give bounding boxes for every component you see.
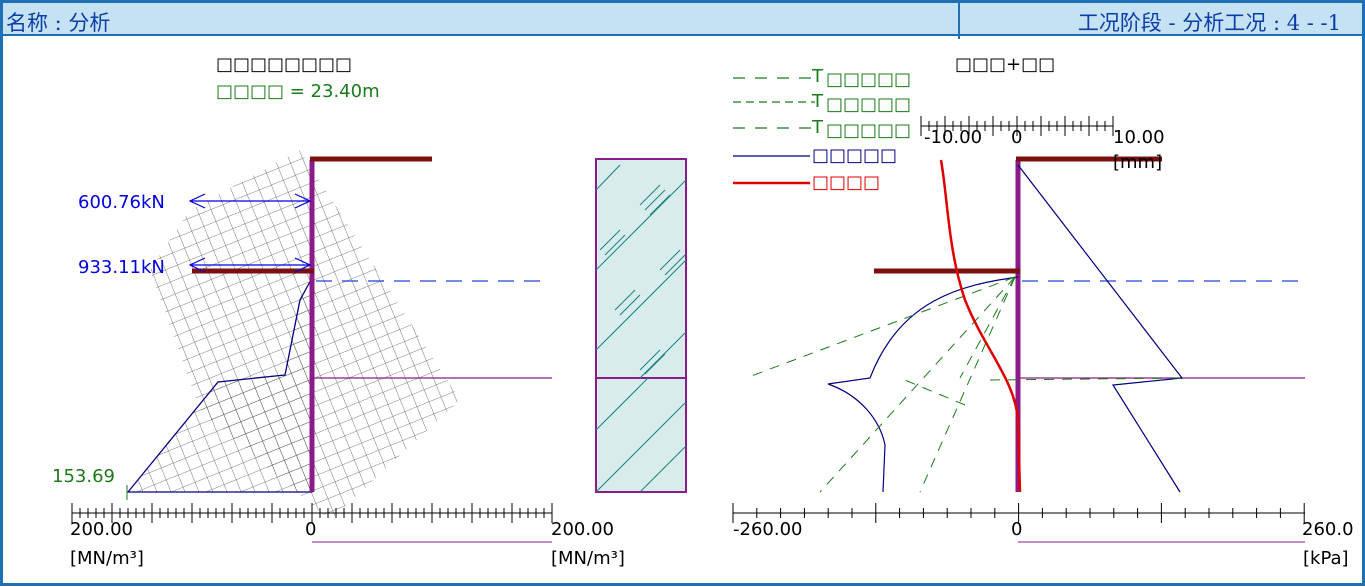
left-chart-title: □□□□□□□□ [216,54,353,75]
displacement-curve [939,159,1022,493]
disp-axis-max-label: 10.00 [1113,127,1165,148]
earth-pressure-curve [1017,164,1184,493]
legend-label-1: □□□□□ [826,69,912,90]
left-diagram [71,150,553,543]
right-diagram [732,77,1305,543]
left-axis-max-label: 200.00 [551,519,614,540]
right-axis-zero-label: 0 [1011,519,1023,540]
anchor-force-label-2: 933.11kN [78,257,165,278]
left-axis-unit-label-right: [MN/m³] [551,548,625,569]
legend-label-4: □□□□□ [812,145,898,166]
soil-layer-lower [595,377,687,493]
right-axis-max-label: 260.0 [1302,519,1354,540]
anchor-force-arrow-2 [188,257,312,273]
right-axis [732,503,1305,523]
disp-axis-min-label: -10.00 [924,127,983,148]
disp-axis [920,116,1114,136]
title-separator [958,3,960,39]
disp-axis-zero-label: 0 [1011,127,1023,148]
legend-lines [733,77,815,185]
left-pressure-curve [827,276,1019,493]
right-axis-unit-label: [kPa] [1303,548,1349,569]
left-axis-unit-label: [MN/m³] [70,548,144,569]
legend-label-5: □□□□ [812,172,881,193]
right-axis-min-label: -260.00 [733,519,803,540]
left-axis-zero-label: 0 [305,519,317,540]
anchor-force-label-1: 600.76kN [78,192,165,213]
window-title: 名称 : 分析 [6,11,111,35]
stage-title: 工况阶段 - 分析工况 : 4 - -1 [1077,11,1341,35]
legend-label-2: □□□□□ [826,94,912,115]
anchor-force-arrow-1 [188,193,312,209]
bottom-value-label: 153.69 [52,466,115,487]
right-chart-title: □□□+□□ [955,54,1056,75]
pressure-limit-lines [745,276,1186,493]
legend-prefix-2: T [812,91,823,112]
depth-label: □□□□ = 23.40m [216,81,380,102]
legend-prefix-3: T [812,117,823,138]
legend-label-3: □□□□□ [826,120,912,141]
left-axis-min-label: 200.00 [70,519,133,540]
disp-axis-unit-label: [mm] [1113,152,1163,173]
modulus-profile [126,277,313,493]
legend-prefix-1: T [812,66,823,87]
title-bar: 名称 : 分析 工况阶段 - 分析工况 : 4 - -1 [0,0,1365,39]
left-axis [71,503,553,523]
soil-column [595,158,687,493]
